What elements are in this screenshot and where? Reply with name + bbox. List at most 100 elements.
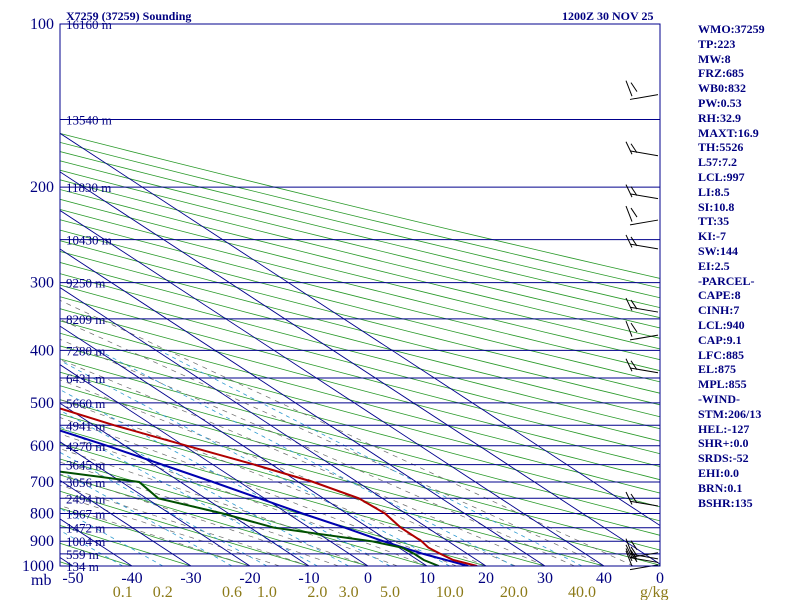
dry-adiabat bbox=[60, 262, 660, 418]
height-label: 8209 m bbox=[66, 312, 105, 327]
dry-adiabat bbox=[60, 208, 660, 361]
isotherm bbox=[60, 132, 660, 527]
height-label: 134 m bbox=[66, 559, 99, 574]
index-item: WB0:832 bbox=[698, 81, 746, 96]
mixing-ratio-tick-label: 1.0 bbox=[257, 584, 277, 600]
pressure-tick-label: 500 bbox=[30, 395, 54, 412]
dry-adiabat bbox=[60, 141, 660, 289]
temperature-tick-label: 0 bbox=[656, 570, 664, 587]
wind-barb bbox=[625, 544, 659, 560]
index-item: -WIND- bbox=[698, 391, 740, 406]
sounding-time: 1200Z 30 NOV 25 bbox=[562, 9, 653, 23]
height-label: 7280 m bbox=[66, 343, 105, 358]
isotherm bbox=[0, 24, 14, 566]
height-label: 11830 m bbox=[66, 180, 111, 195]
temperature-axis-labels: -50 -40 -30 -20 -10 0 10 20 30 40 0 bbox=[62, 570, 664, 587]
height-label: 2494 m bbox=[66, 491, 105, 506]
dry-adiabat bbox=[60, 198, 660, 350]
index-item: WMO:37259 bbox=[698, 22, 765, 36]
dry-adiabat bbox=[60, 189, 660, 339]
wind-barb bbox=[625, 320, 659, 341]
pressure-tick-label: 400 bbox=[30, 342, 54, 359]
index-item: TH:5526 bbox=[698, 140, 744, 155]
height-label: 3645 m bbox=[66, 458, 105, 473]
pressure-tick-label: 900 bbox=[30, 533, 54, 550]
mixing-ratio-unit: g/kg bbox=[640, 584, 668, 600]
moist-adiabat bbox=[60, 299, 634, 566]
pressure-unit-label: mb bbox=[31, 572, 51, 589]
height-label: 6431 m bbox=[66, 371, 105, 386]
index-item: TT:35 bbox=[698, 214, 730, 229]
dewpoint-trace bbox=[60, 470, 440, 566]
pressure-tick-label: 700 bbox=[30, 474, 54, 491]
mixing-ratio-tick-label: 3.0 bbox=[339, 584, 359, 600]
isotherm bbox=[60, 171, 660, 565]
temperature-tick-label: -30 bbox=[180, 570, 201, 587]
moist-adiabat bbox=[60, 505, 251, 566]
moist-adiabat bbox=[60, 338, 575, 566]
pressure-tick-label: 300 bbox=[30, 275, 54, 292]
wind-barb bbox=[625, 297, 659, 313]
dry-adiabat bbox=[60, 458, 428, 566]
dry-adiabat bbox=[60, 132, 660, 279]
dry-adiabat bbox=[60, 296, 660, 455]
index-item: L57:7.2 bbox=[698, 155, 737, 170]
index-item: PW:0.53 bbox=[698, 95, 742, 110]
index-item: CAP:9.1 bbox=[698, 332, 742, 347]
dry-adiabat bbox=[0, 24, 14, 566]
dry-adiabat bbox=[60, 284, 660, 442]
pressure-tick-label: 600 bbox=[30, 438, 54, 455]
mixing-ratio-tick-label: 0.1 bbox=[113, 584, 133, 600]
isotherm bbox=[60, 325, 428, 566]
index-item: CAPE:8 bbox=[698, 288, 741, 303]
temperature-tick-label: -10 bbox=[298, 570, 319, 587]
wind-barb bbox=[625, 491, 659, 507]
height-label: 13540 m bbox=[66, 112, 112, 127]
temperature-tick-label: 20 bbox=[478, 570, 494, 587]
background-lines bbox=[0, 24, 660, 566]
index-item: LFC:885 bbox=[698, 347, 744, 362]
index-item: LCL:940 bbox=[698, 317, 745, 332]
mixing-ratio-labels: 0.1 0.2 0.6 1.0 2.0 3.0 5.0 10.0 20.0 40.0 bbox=[113, 584, 596, 600]
dry-adiabat bbox=[60, 151, 660, 299]
moist-adiabat bbox=[60, 433, 428, 566]
height-label: 1472 m bbox=[66, 521, 105, 536]
index-item: SI:10.8 bbox=[698, 199, 735, 214]
pressure-tick-label: 100 bbox=[30, 16, 54, 33]
mixing-ratio-tick-label: 20.0 bbox=[500, 584, 528, 600]
height-label: 16160 m bbox=[66, 17, 112, 32]
height-label: 3056 m bbox=[66, 475, 105, 490]
temperature-tick-label: 10 bbox=[419, 570, 435, 587]
mixing-ratio-tick-label: 0.6 bbox=[222, 584, 242, 600]
index-item: MW:8 bbox=[698, 51, 731, 66]
profiles bbox=[60, 407, 478, 566]
moist-adiabat bbox=[60, 448, 398, 566]
wind-barb bbox=[625, 141, 659, 157]
dry-adiabat bbox=[60, 229, 660, 383]
moist-adiabat bbox=[60, 417, 457, 566]
index-item: CINH:7 bbox=[698, 303, 740, 318]
index-item: EHI:0.0 bbox=[698, 465, 740, 480]
index-item: TP:223 bbox=[698, 36, 736, 51]
wind-barb bbox=[625, 184, 659, 200]
dry-adiabat bbox=[60, 320, 660, 481]
temperature-tick-label: 0 bbox=[364, 570, 372, 587]
dry-adiabat bbox=[60, 251, 660, 406]
mixing-ratio-tick-label: 0.2 bbox=[153, 584, 173, 600]
dry-adiabat bbox=[60, 273, 660, 430]
index-item: EL:875 bbox=[698, 362, 737, 377]
pressure-tick-label: 800 bbox=[30, 506, 54, 523]
mixing-ratio-tick-label: 10.0 bbox=[436, 584, 464, 600]
height-label: 559 m bbox=[66, 547, 99, 562]
pressure-tick-label: 200 bbox=[30, 179, 54, 196]
pressure-axis-labels: 100 200 300 400 500 600 700 800 900 1000 bbox=[22, 16, 54, 575]
isotherm bbox=[60, 441, 251, 566]
index-item: MPL:855 bbox=[698, 377, 747, 392]
temperature-tick-label: -50 bbox=[62, 570, 83, 587]
wind-barb bbox=[625, 234, 659, 250]
height-label: 9250 m bbox=[66, 276, 105, 291]
moist-adiabat bbox=[60, 484, 310, 566]
index-item: RH:32.9 bbox=[698, 110, 741, 125]
index-item: BRN:0.1 bbox=[698, 480, 743, 495]
